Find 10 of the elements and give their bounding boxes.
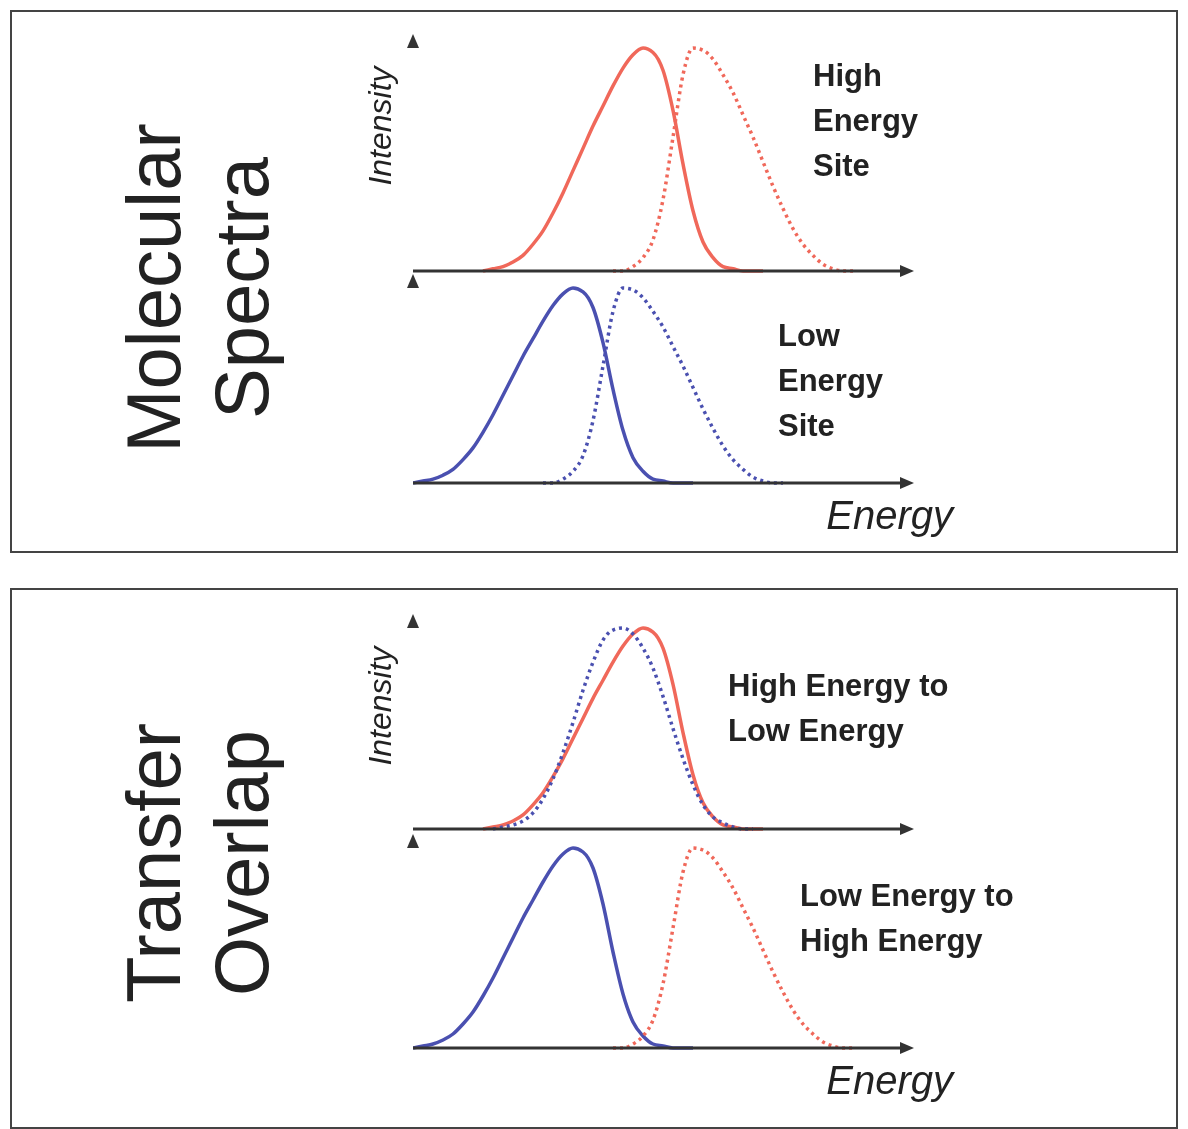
- text: Transfer Overlap: [110, 721, 285, 1006]
- annotation: High Energy to Low Energy: [728, 667, 950, 750]
- annotation: High Energy Site: [813, 57, 920, 185]
- y-axis-title: Intensity: [362, 64, 398, 188]
- x-axis-title: Energy: [825, 1058, 953, 1103]
- annotation: Low Energy to High Energy: [800, 877, 1015, 960]
- y-axis-title: Intensity: [362, 644, 398, 768]
- annotation: Low Energy Site: [778, 317, 885, 445]
- text: Molecular Spectra: [110, 122, 285, 455]
- x-axis-title: Energy: [825, 493, 953, 538]
